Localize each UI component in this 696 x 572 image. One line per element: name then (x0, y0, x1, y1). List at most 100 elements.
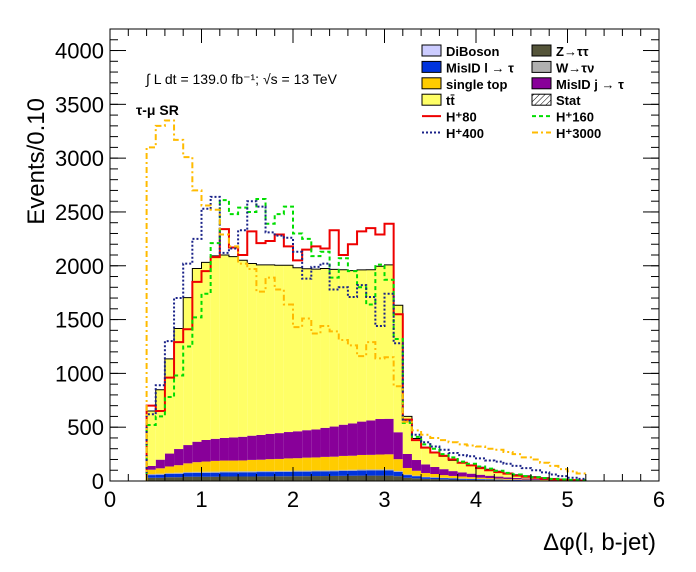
stack-bar (183, 297, 193, 446)
stack-bar (238, 472, 248, 477)
y-tick-label: 2500 (55, 200, 104, 225)
stack-bar (293, 431, 303, 459)
stack-bar (338, 424, 348, 456)
stack-bar (421, 464, 431, 474)
x-tick-label: 6 (653, 487, 665, 512)
stack-bar (439, 478, 449, 480)
stack-bar (238, 476, 248, 481)
stack-bar (192, 472, 202, 477)
legend-entry: Stat (531, 93, 581, 108)
stack-bar (302, 470, 312, 472)
stack-bar (247, 263, 257, 436)
stack-bar (155, 389, 165, 460)
stack-bar (476, 479, 486, 480)
legend-entry: single top (421, 77, 507, 92)
stack-bar (164, 453, 175, 467)
stack-bar (329, 456, 339, 471)
stack-bar (521, 478, 531, 480)
stack-misid-j- (146, 418, 586, 481)
stack-bar (146, 477, 156, 481)
stack-bar (329, 426, 339, 457)
stack-bar (357, 475, 367, 481)
stack-bar (174, 465, 184, 473)
stack-bar (448, 471, 458, 476)
stack-bar (402, 475, 412, 478)
stack-bar (155, 477, 165, 481)
stack-bar (384, 264, 394, 419)
stack-z- (146, 475, 586, 481)
stack-bar (384, 475, 394, 481)
stack-bar (183, 445, 193, 464)
stack-bar (347, 475, 358, 481)
legend-label: H⁺400 (446, 126, 484, 141)
stack-bar (256, 459, 266, 471)
legend-label: Stat (556, 93, 581, 108)
stack-bar (329, 470, 339, 472)
stack-bar (183, 476, 193, 481)
stack-bar (256, 470, 266, 473)
stack-bar (274, 265, 284, 434)
legend-label: DiBoson (446, 44, 500, 59)
legend-entry: W→τν (531, 60, 594, 75)
stack-bar (201, 476, 211, 481)
stack-bar (329, 269, 339, 427)
stack-bar (338, 269, 348, 425)
legend-swatch (531, 44, 552, 57)
stack-bar (466, 465, 476, 474)
stack-bar (274, 470, 284, 472)
signal-curves (145, 119, 586, 482)
stack-bar (146, 469, 156, 475)
stack-bar (228, 460, 239, 472)
stack-bar (485, 479, 495, 481)
stack-bar (265, 472, 275, 477)
stack-bar (146, 465, 156, 470)
stack-bar (146, 475, 156, 478)
stack-bar (421, 477, 431, 479)
stack-bar (494, 476, 504, 479)
stack-bar (366, 454, 376, 470)
stack-bar (329, 471, 339, 476)
stack-bar (430, 474, 440, 478)
stack-bar (320, 471, 330, 477)
stack-bar (265, 264, 275, 434)
stack-bar (411, 460, 422, 471)
stack-bar (485, 478, 495, 480)
stack-bar (439, 475, 449, 478)
stack-bar (338, 455, 348, 470)
stack-bar (247, 471, 257, 473)
stack-bar (155, 474, 165, 478)
stack-bar (274, 476, 284, 481)
stack-bar (256, 434, 266, 460)
stack-bar (430, 477, 440, 480)
stack-bar (311, 470, 321, 472)
stack-bar (238, 460, 248, 472)
stack-bar (274, 471, 284, 477)
stack-bar (375, 419, 385, 455)
legend-swatch (421, 60, 442, 73)
stack-bar (411, 476, 422, 479)
stack-bar (164, 474, 175, 478)
stack-bar (283, 476, 293, 481)
stack-bar (293, 476, 303, 481)
stack-bar (274, 433, 284, 459)
stack-bar (146, 474, 156, 476)
stack-bar (201, 471, 211, 473)
stack-bar (503, 479, 513, 480)
stack-bar (448, 479, 458, 481)
legend-swatch (421, 77, 442, 90)
signal-h-160 (145, 198, 586, 482)
y-tick-label: 4000 (55, 39, 104, 64)
stack-bar (210, 471, 220, 473)
stack-bar (293, 458, 303, 471)
stack-bar (164, 358, 175, 454)
stack-bar (357, 469, 367, 471)
y-tick-label: 1500 (55, 308, 104, 333)
stack-bar (302, 457, 312, 471)
stack-bar (411, 478, 422, 481)
stack-bar (411, 475, 422, 477)
stack-bar (503, 473, 513, 478)
stack-bar (192, 441, 202, 463)
stack-bar (512, 477, 522, 480)
x-tick-label: 4 (470, 487, 482, 512)
